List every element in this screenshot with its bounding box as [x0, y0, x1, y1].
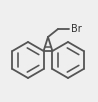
Text: Br: Br: [71, 24, 82, 34]
